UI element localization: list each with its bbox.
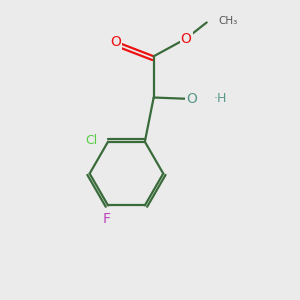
Text: O: O: [110, 34, 121, 49]
Text: ·H: ·H: [214, 92, 227, 106]
Text: Cl: Cl: [86, 134, 98, 147]
Text: F: F: [103, 212, 111, 226]
Text: O: O: [187, 92, 197, 106]
Text: CH₃: CH₃: [218, 16, 238, 26]
Text: O: O: [181, 32, 191, 46]
